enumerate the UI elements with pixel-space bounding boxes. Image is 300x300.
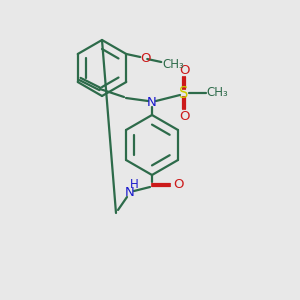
Text: N: N	[147, 97, 157, 110]
Text: O: O	[179, 110, 189, 122]
Text: S: S	[179, 85, 189, 100]
Text: O: O	[179, 64, 189, 76]
Text: O: O	[174, 178, 184, 191]
Text: N: N	[125, 187, 135, 200]
Text: CH₃: CH₃	[162, 58, 184, 70]
Text: H: H	[130, 178, 138, 191]
Text: CH₃: CH₃	[206, 86, 228, 100]
Text: O: O	[140, 52, 151, 64]
